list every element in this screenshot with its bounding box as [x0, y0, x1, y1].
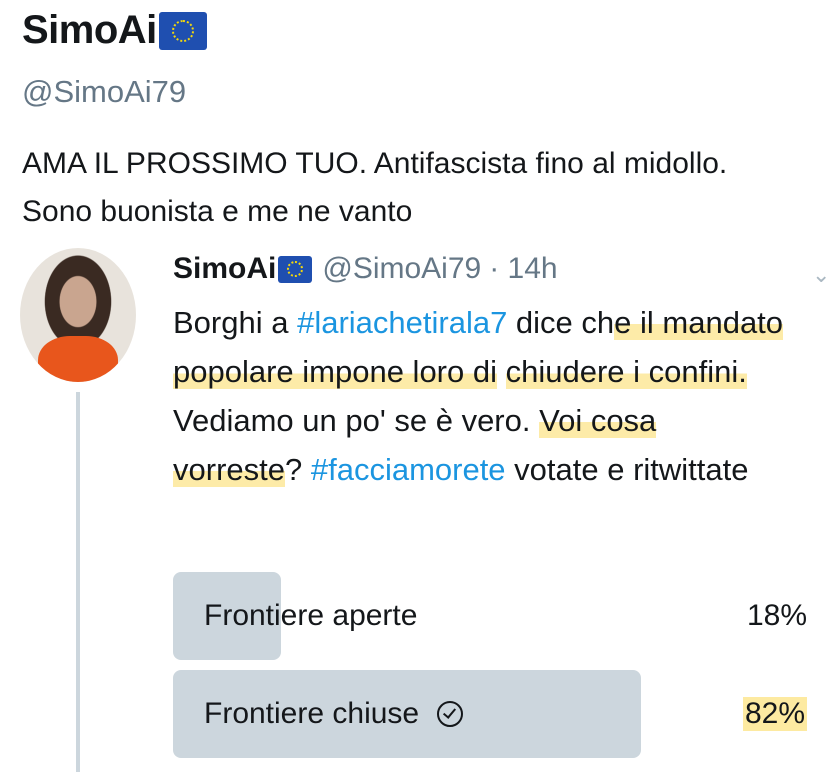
avatar-shirt	[38, 336, 118, 382]
check-circle-icon	[437, 701, 464, 727]
text-segment: Borghi a	[173, 305, 298, 340]
profile-handle[interactable]: @SimoAi79	[22, 74, 187, 109]
text-segment	[497, 354, 506, 389]
profile-bio: AMA IL PROSSIMO TUO. Antifascista fino a…	[22, 147, 728, 228]
eu-flag-icon	[278, 255, 313, 283]
poll-option-aperte: Frontiere aperte	[204, 572, 417, 660]
text-segment: votate e ritwittate	[505, 452, 749, 487]
highlighted-text: chiudere i confini.	[505, 354, 747, 389]
tweet-author-handle[interactable]: @SimoAi79	[322, 252, 482, 285]
text-segment: Vediamo un po' se è vero.	[173, 403, 540, 438]
eu-flag-icon	[158, 11, 207, 50]
text-segment: dice ch	[507, 305, 615, 340]
tweet-time[interactable]: · 14h	[489, 252, 558, 285]
poll-option-chiuse: Frontiere chiuse	[204, 670, 464, 758]
text-segment: ?	[284, 452, 311, 487]
hashtag-link[interactable]: #facciamorete	[310, 452, 506, 487]
poll-percent-aperte: 18%	[747, 572, 807, 660]
profile-name: SimoAi	[22, 8, 207, 53]
poll-option-label: Frontiere aperte	[204, 599, 418, 632]
poll-percent-text: 18%	[746, 599, 807, 632]
tweet-author-name[interactable]: SimoAi	[173, 252, 277, 285]
poll-percent-text: 82%	[742, 697, 807, 731]
poll-option-label: Frontiere chiuse	[204, 697, 420, 730]
poll-percent-chiuse: 82%	[742, 670, 807, 758]
chevron-down-icon[interactable]: ⌄	[812, 262, 827, 287]
poll-bar-chiuse	[173, 670, 641, 758]
profile-name-text: SimoAi	[22, 8, 157, 52]
poll-bar-aperte	[173, 572, 281, 660]
hashtag-link[interactable]: #lariachetirala7	[297, 305, 508, 340]
tweet-header: SimoAi @SimoAi79 · 14h	[173, 252, 558, 286]
tweet-text: Borghi a #lariachetirala7 dice che il ma…	[173, 298, 793, 494]
avatar[interactable]	[20, 248, 136, 382]
thread-line	[76, 392, 80, 772]
